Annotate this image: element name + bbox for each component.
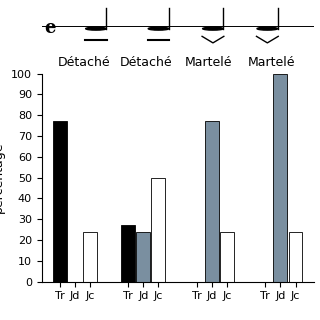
Text: Détaché: Détaché [120,56,172,68]
Y-axis label: percentage: percentage [0,142,5,213]
Text: Martelé: Martelé [185,56,233,68]
Circle shape [257,27,278,30]
Text: e: e [44,19,56,36]
Text: Détaché: Détaché [58,56,110,68]
Bar [205,121,219,282]
Bar [53,121,67,282]
Bar [121,225,135,282]
Bar [151,178,165,282]
Circle shape [86,27,106,30]
Bar [83,232,97,282]
Bar [220,232,234,282]
Circle shape [148,27,169,30]
Text: Martelé: Martelé [248,56,295,68]
Bar [274,74,287,282]
Bar [289,232,302,282]
Bar [136,232,150,282]
Circle shape [203,27,223,30]
